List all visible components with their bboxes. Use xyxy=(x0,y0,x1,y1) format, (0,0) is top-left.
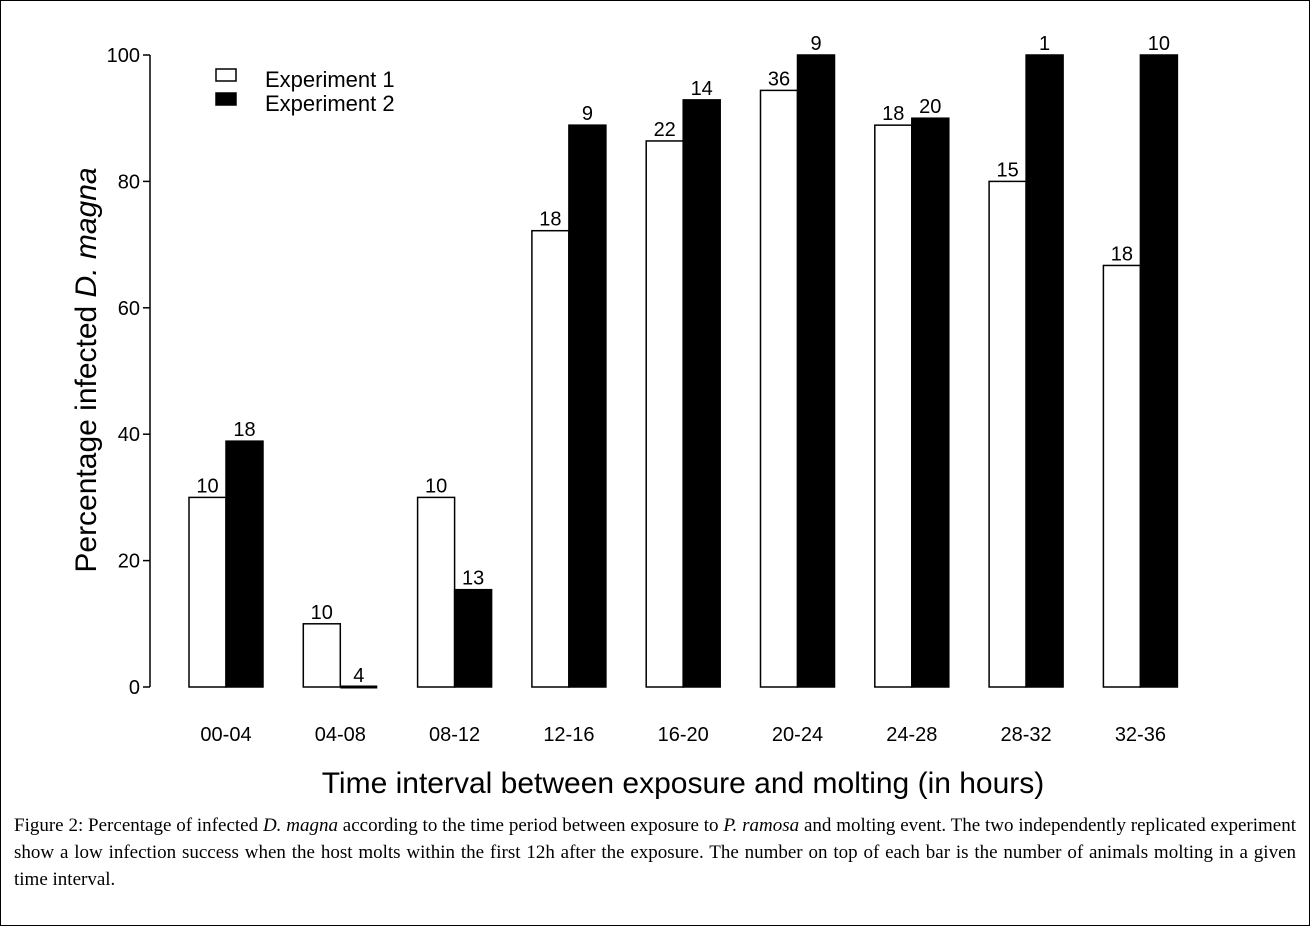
bar-2-16-20 xyxy=(682,99,721,688)
y-axis-title: Percentage infected D. magna xyxy=(70,167,103,572)
x-tick-label: 08-12 xyxy=(429,724,480,746)
y-tick-label: 20 xyxy=(118,551,140,573)
figure-caption: Figure 2: Percentage of infected D. magn… xyxy=(14,815,1296,890)
legend-label: Experiment 2 xyxy=(265,91,395,116)
count-label: 1 xyxy=(1039,33,1050,55)
x-tick-label: 32-36 xyxy=(1115,724,1166,746)
x-tick-label: 24-28 xyxy=(886,724,937,746)
count-label: 9 xyxy=(810,33,821,55)
count-label: 10 xyxy=(425,475,447,497)
x-tick-labels: 00-04 04-08 08-12 12-16 16-20 20-24 24-28 28-32… xyxy=(200,724,1166,746)
bar-2-32-36 xyxy=(1139,54,1179,688)
bar-2-12-16 xyxy=(568,124,607,688)
bar-1-00-04 xyxy=(188,496,227,688)
bar-1-20-24 xyxy=(759,89,799,688)
x-tick-label: 00-04 xyxy=(200,724,251,746)
count-label: 18 xyxy=(1111,243,1133,265)
count-label: 10 xyxy=(196,475,218,497)
y-axis: 0 20 40 60 80 100 xyxy=(107,45,151,699)
x-tick-label: 28-32 xyxy=(1001,724,1052,746)
count-label: 36 xyxy=(768,68,790,90)
count-label: 22 xyxy=(654,119,676,141)
x-tick-label: 04-08 xyxy=(315,724,366,746)
count-label: 18 xyxy=(539,209,561,231)
bar-2-24-28 xyxy=(911,117,950,688)
bar-1-16-20 xyxy=(645,140,684,688)
bar-1-28-32 xyxy=(988,180,1027,688)
count-label: 18 xyxy=(233,419,255,441)
bar-1-24-28 xyxy=(874,124,913,688)
y-tick-label: 80 xyxy=(118,171,140,193)
bar-2-20-24 xyxy=(796,54,836,688)
bar-2-00-04 xyxy=(225,440,264,688)
count-label: 14 xyxy=(691,78,713,100)
count-label: 18 xyxy=(882,103,904,125)
y-tick-label: 40 xyxy=(118,424,140,446)
bar-1-32-36 xyxy=(1102,264,1142,688)
count-label: 15 xyxy=(996,159,1018,181)
count-label: 10 xyxy=(311,602,333,624)
y-tick-label: 60 xyxy=(118,298,140,320)
count-label: 20 xyxy=(919,96,941,118)
bar-1-08-12 xyxy=(416,496,456,688)
legend-swatch xyxy=(215,92,237,106)
count-label: 4 xyxy=(353,665,364,687)
legend-label: Experiment 1 xyxy=(265,67,395,92)
count-labels: 10 18 10 4 10 13 18 9 22 14 36 9 18 20 15 1 18 10 xyxy=(196,33,1170,687)
count-label: 10 xyxy=(1148,33,1170,55)
bar-1-12-16 xyxy=(531,229,570,688)
x-tick-label: 16-20 xyxy=(658,724,709,746)
bar-1-04-08 xyxy=(302,623,342,688)
count-label: 13 xyxy=(462,568,484,590)
count-label: 9 xyxy=(582,103,593,125)
legend-swatch xyxy=(215,68,237,82)
x-tick-label: 20-24 xyxy=(772,724,823,746)
x-tick-label: 12-16 xyxy=(543,724,594,746)
bar-chart: 0 20 40 60 80 100 10 18 10 4 10 13 18 9 22 14 36 9 18 20 15… xyxy=(70,33,1179,800)
bar-2-28-32 xyxy=(1025,54,1064,688)
bar-2-08-12 xyxy=(453,588,493,688)
y-tick-label: 0 xyxy=(129,677,140,699)
y-tick-label: 100 xyxy=(107,45,140,67)
x-axis-title: Time interval between exposure and molti… xyxy=(322,767,1045,800)
bars-group xyxy=(188,54,1179,689)
